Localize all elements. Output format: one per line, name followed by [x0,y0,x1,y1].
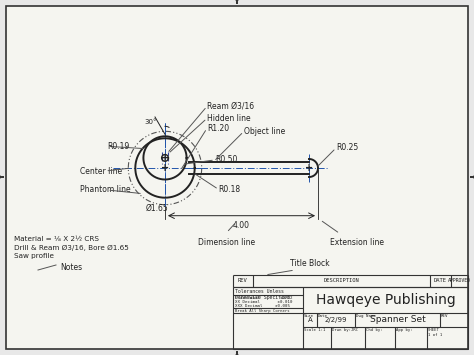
Text: Center line: Center line [80,166,122,175]
Text: Spanner Set: Spanner Set [370,316,425,324]
Text: Dimension line: Dimension line [198,238,255,247]
Polygon shape [6,6,468,349]
Text: Phantom line: Phantom line [80,186,131,195]
Text: Object line: Object line [244,127,285,136]
Text: Extension line: Extension line [330,238,384,247]
Text: DESCRIPTION: DESCRIPTION [324,279,359,284]
Text: Hawqeye Publishing: Hawqeye Publishing [316,293,456,307]
Text: R0.19: R0.19 [107,142,129,151]
Text: Ream Ø3/16: Ream Ø3/16 [207,102,254,111]
Text: Tolerances Unless
Otherwise Specified: Tolerances Unless Otherwise Specified [235,289,290,300]
Text: Drwn by:JRC: Drwn by:JRC [332,328,358,332]
Text: XXX Decimal     ±0.005: XXX Decimal ±0.005 [235,304,290,308]
Text: Chd by:: Chd by: [366,328,383,332]
Text: Break All Sharp Corners: Break All Sharp Corners [235,309,290,313]
Text: Title Block: Title Block [290,259,329,268]
Text: App by:: App by: [396,328,413,332]
Text: Date: Date [318,314,328,318]
Text: Dwg Name: Dwg Name [356,314,376,318]
Text: A: A [308,317,312,323]
Text: +: + [305,163,313,173]
Text: +: + [161,163,169,173]
Text: DATE: DATE [434,279,447,284]
Text: R0.50: R0.50 [215,155,237,164]
Text: 30°: 30° [145,119,157,125]
Text: +: + [161,153,169,163]
Text: REV: REV [441,314,448,318]
Text: 4.00: 4.00 [233,221,250,230]
Text: Fractional        ±1/32: Fractional ±1/32 [235,296,292,300]
Text: Hidden line: Hidden line [207,114,251,123]
Text: R1.20: R1.20 [207,124,229,133]
Text: R0.18: R0.18 [219,185,241,194]
Text: Scale 1:1: Scale 1:1 [304,328,325,332]
Text: APPROVED: APPROVED [448,279,471,284]
Text: Notes: Notes [60,263,82,272]
Text: Size: Size [304,314,314,318]
Text: REV: REV [238,279,248,284]
Text: SHEET
1 of 1: SHEET 1 of 1 [428,328,442,337]
Text: XX Decimal       ±0.010: XX Decimal ±0.010 [235,300,292,304]
Text: 2/2/99: 2/2/99 [325,317,347,323]
Text: Material = ⅛ X 2½ CRS
Drill & Ream Ø3/16, Bore Ø1.65
Saw profile: Material = ⅛ X 2½ CRS Drill & Ream Ø3/16… [14,236,129,259]
Text: Ø1.65: Ø1.65 [146,204,168,213]
Text: R0.25: R0.25 [336,143,358,153]
